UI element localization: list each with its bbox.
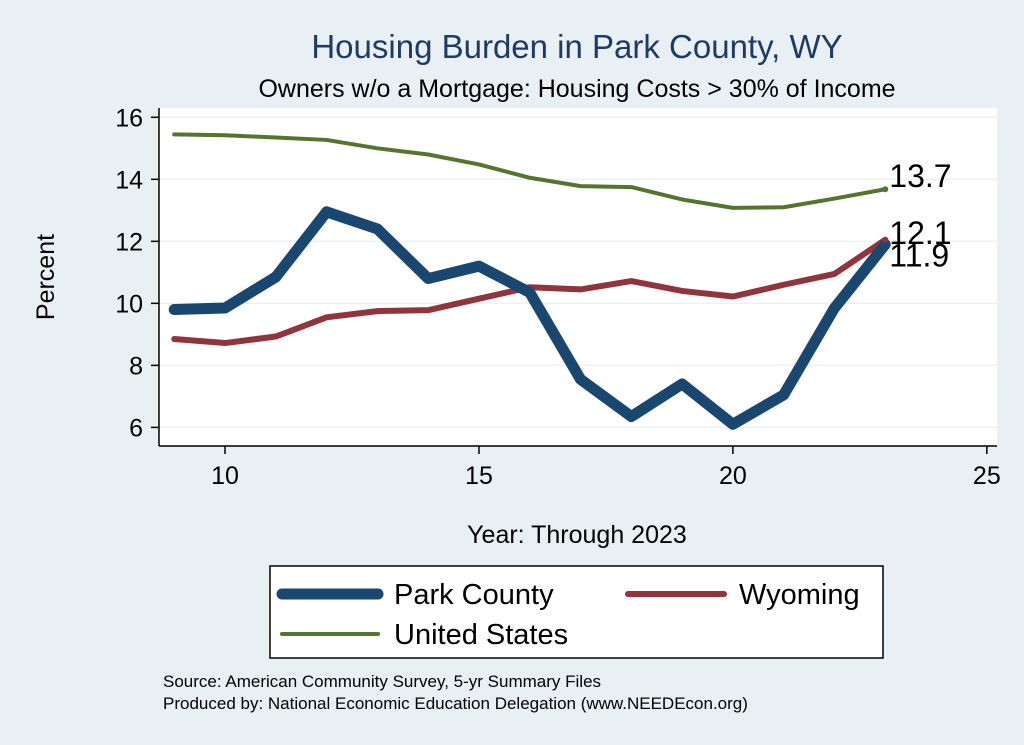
axes: 6 8 10 12 14 16 10 15 20 25 (115, 104, 1001, 490)
end-label-park-county: 11.9 (889, 237, 949, 273)
legend-box (269, 565, 884, 659)
legend-label-united-states: United States (394, 619, 568, 651)
y-tick-label: 16 (115, 104, 143, 132)
legend: Park County Wyoming United States (269, 565, 884, 659)
x-tick-label: 15 (465, 462, 493, 490)
producer-note: Produced by: National Economic Education… (163, 694, 748, 713)
end-marker-united-states (882, 186, 889, 193)
y-tick-label: 14 (115, 166, 143, 194)
series-line-united-states (172, 132, 888, 210)
end-marker-wyoming (882, 236, 889, 243)
y-tick-label: 12 (115, 228, 143, 256)
end-label-united-states: 13.7 (889, 158, 951, 194)
end-marker-park-county (882, 241, 889, 248)
legend-label-wyoming: Wyoming (739, 579, 860, 611)
end-label-wyoming: 12.1 (889, 215, 951, 251)
series-lines (168, 132, 891, 430)
end-labels: 11.912.1 13.7 (882, 158, 952, 273)
series-line-park-county (168, 206, 891, 430)
y-tick-label: 10 (115, 290, 143, 318)
chart-subtitle: Owners w/o a Mortgage: Housing Costs > 3… (258, 75, 895, 103)
x-axis-title: Year: Through 2023 (467, 521, 687, 549)
chart-title: Housing Burden in Park County, WY (311, 28, 842, 65)
plot-area (159, 108, 997, 446)
x-tick-label: 10 (211, 462, 239, 490)
x-tick-label: 25 (973, 462, 1001, 490)
source-note: Source: American Community Survey, 5-yr … (163, 672, 601, 691)
legend-label-park-county: Park County (394, 579, 554, 611)
y-tick-label: 8 (129, 352, 143, 380)
x-tick-label: 20 (719, 462, 747, 490)
y-tick-label: 6 (129, 414, 143, 442)
y-axis-title: Percent (32, 234, 60, 320)
